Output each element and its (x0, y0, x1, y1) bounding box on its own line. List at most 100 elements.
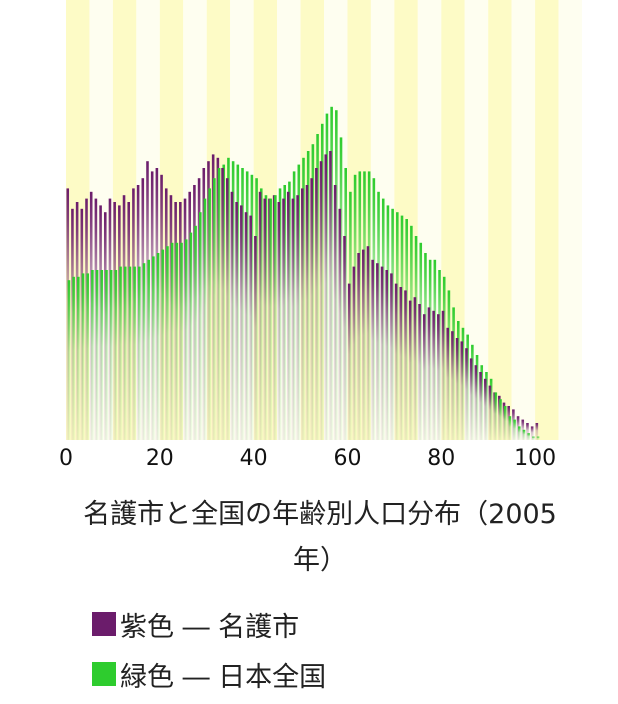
bar-nago-age-99 (530, 426, 534, 440)
bar-nago-age-90 (488, 385, 492, 440)
bar-nago-age-84 (460, 341, 464, 440)
bar-japan-age-4 (86, 273, 89, 440)
bar-japan-age-96 (517, 426, 521, 440)
bar-nago-age-60 (347, 283, 351, 440)
bar-japan-age-26 (189, 232, 193, 440)
bar-nago-age-85 (465, 348, 468, 440)
x-tick-label-20: 20 (146, 446, 174, 471)
bar-japan-age-9 (109, 270, 113, 440)
bar-nago-age-57 (333, 185, 337, 440)
legend-swatch-nago (92, 612, 116, 636)
bar-japan-age-25 (184, 239, 188, 440)
bar-japan-age-1 (72, 276, 75, 440)
bar-japan-age-100 (536, 436, 540, 440)
bar-japan-age-6 (95, 270, 99, 440)
x-tick-label-0: 0 (59, 446, 73, 471)
bar-japan-age-92 (499, 399, 502, 440)
bar-japan-age-0 (67, 280, 71, 440)
bar-nago-age-38 (244, 212, 248, 440)
bar-nago-age-55 (324, 154, 328, 440)
bars-group (66, 106, 540, 441)
bar-nago-age-50 (301, 188, 304, 440)
bar-japan-age-16 (142, 263, 146, 440)
bar-nago-age-34 (225, 178, 229, 440)
bar-nago-age-79 (437, 314, 440, 440)
bar-japan-age-17 (147, 259, 150, 440)
bar-nago-age-33 (221, 168, 224, 440)
bar-nago-age-75 (418, 304, 421, 440)
bar-nago-age-51 (305, 185, 309, 440)
bar-nago-age-39 (249, 215, 252, 440)
caption-line-1: 名護市と全国の年齢別人口分布（2005 (83, 499, 557, 530)
bar-japan-age-24 (180, 242, 183, 440)
bar-japan-age-43 (269, 198, 272, 440)
bar-nago-age-59 (343, 236, 346, 440)
bar-nago-age-41 (258, 191, 262, 440)
bar-nago-age-53 (315, 168, 318, 440)
bar-nago-age-65 (371, 259, 374, 440)
bar-japan-age-94 (508, 416, 512, 440)
bar-nago-age-58 (338, 208, 342, 440)
bar-japan-age-98 (527, 433, 530, 440)
bar-nago-age-74 (413, 297, 417, 440)
bar-nago-age-36 (235, 202, 238, 440)
bar-nago-age-56 (329, 151, 332, 440)
bar-nago-age-70 (394, 283, 398, 440)
bar-japan-age-13 (128, 266, 132, 440)
bar-nago-age-73 (408, 300, 412, 440)
bar-nago-age-98 (526, 423, 529, 440)
bar-nago-age-69 (390, 273, 393, 440)
x-tick-label-40: 40 (240, 446, 268, 471)
bar-nago-age-52 (310, 178, 313, 440)
bar-nago-age-100 (535, 423, 539, 440)
bar-japan-age-8 (105, 270, 108, 440)
bar-japan-age-95 (513, 419, 516, 440)
bar-japan-age-99 (532, 436, 535, 440)
bar-nago-age-42 (263, 198, 267, 440)
bar-japan-age-30 (208, 188, 211, 440)
bar-japan-age-93 (503, 406, 507, 440)
bar-japan-age-2 (77, 276, 80, 440)
bar-nago-age-40 (254, 236, 257, 440)
bar-japan-age-7 (100, 270, 104, 440)
bar-nago-age-77 (427, 307, 431, 440)
bar-nago-age-45 (277, 202, 281, 440)
bar-nago-age-54 (319, 161, 323, 440)
bar-nago-age-87 (474, 365, 478, 440)
caption-line-2: 年） (293, 545, 347, 576)
legend-item-nago: 紫色 ― 名護市 (92, 606, 300, 643)
legend-swatch-japan (92, 662, 116, 686)
bar-japan-age-31 (213, 178, 216, 440)
bar-japan-age-97 (522, 429, 526, 440)
bar-japan-age-12 (123, 266, 127, 440)
bar-japan-age-23 (175, 242, 179, 440)
bar-nago-age-81 (446, 327, 449, 440)
bar-japan-age-11 (119, 266, 122, 440)
bar-nago-age-66 (376, 263, 379, 440)
bar-japan-age-22 (170, 242, 174, 440)
age-band (535, 0, 559, 440)
bar-nago-age-83 (455, 338, 459, 440)
bar-japan-age-10 (114, 270, 118, 440)
bar-nago-age-86 (469, 358, 473, 440)
bar-japan-age-27 (194, 225, 197, 440)
legend-label-nago: 紫色 ― 名護市 (120, 611, 300, 643)
age-band (488, 0, 512, 440)
bar-nago-age-89 (483, 378, 487, 440)
bar-japan-age-5 (91, 270, 94, 440)
bar-japan-age-14 (133, 266, 136, 440)
bar-japan-age-15 (138, 266, 141, 440)
bar-japan-age-29 (203, 198, 207, 440)
bar-japan-age-3 (81, 273, 85, 440)
bar-nago-age-72 (404, 290, 407, 440)
age-band (464, 0, 489, 440)
bar-japan-age-20 (161, 249, 165, 440)
bar-japan-age-32 (217, 168, 221, 440)
population-chart: 0 20 40 60 80 100 (59, 0, 582, 471)
bar-nago-age-82 (451, 331, 454, 440)
bar-nago-age-88 (479, 372, 482, 440)
bar-nago-age-61 (352, 266, 356, 440)
bar-nago-age-67 (380, 266, 384, 440)
bar-japan-age-18 (152, 256, 155, 440)
bar-nago-age-64 (366, 246, 370, 440)
